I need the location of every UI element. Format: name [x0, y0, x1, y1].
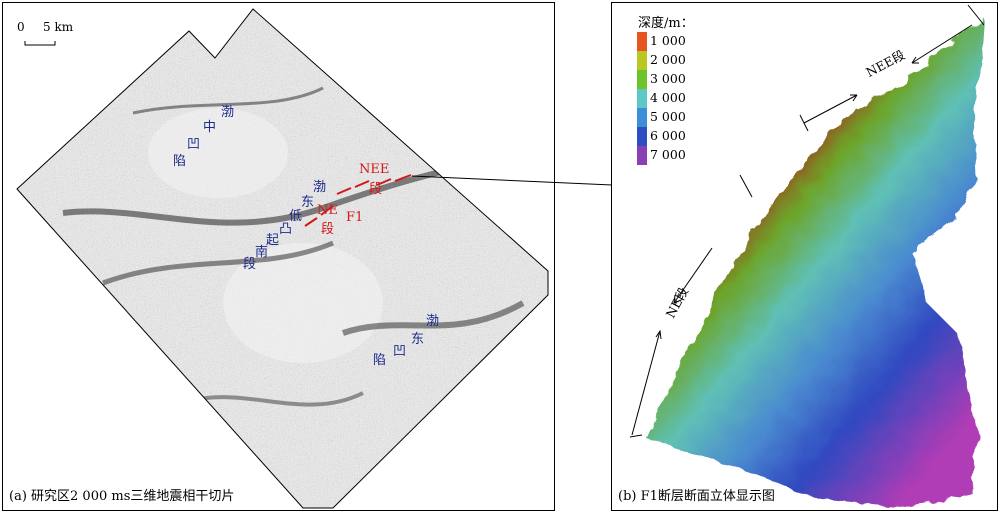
- bozhong-label-2: 中: [203, 120, 217, 135]
- legend-swatch: [637, 32, 647, 51]
- bozhong-label-3: 凹: [187, 137, 201, 152]
- legend-label: 7 000: [650, 147, 686, 162]
- legend-title: 深度/m：: [638, 16, 694, 31]
- legend-label: 2 000: [650, 52, 686, 67]
- legend-swatch: [637, 127, 647, 146]
- fault-3d-surface: [629, 4, 985, 508]
- legend-label: 6 000: [650, 128, 686, 143]
- coherence-slice-map: [16, 8, 549, 509]
- legend-swatch: [637, 70, 647, 89]
- bodong-label-2: 东: [411, 332, 425, 347]
- ridge-label-5: 起: [266, 233, 280, 248]
- legend-swatch: [637, 51, 647, 70]
- bozhong-label-4: 陷: [173, 154, 187, 169]
- scale-zero: 0: [17, 20, 25, 34]
- fault-surface-panel: (b) F1断层断面立体显示图: [611, 2, 998, 511]
- ridge-label-4: 凸: [279, 222, 293, 237]
- legend-label: 4 000: [650, 90, 686, 105]
- legend-label: 5 000: [650, 109, 686, 124]
- scale-bar: [24, 41, 56, 46]
- bodong-label-3: 凹: [393, 344, 407, 359]
- ridge-label-2: 东: [301, 195, 315, 210]
- legend-label: 3 000: [650, 71, 686, 86]
- nee-segment-label: NEE: [359, 162, 390, 177]
- ne-segment-label: NE: [317, 203, 338, 218]
- bozhong-label-1: 渤: [221, 105, 235, 120]
- panel-a-caption: (a) 研究区2 000 ms三维地震相干切片: [9, 489, 235, 504]
- ridge-label-3: 低: [289, 209, 303, 224]
- f1-fault-trace: [304, 174, 412, 227]
- nee-segment-char: 段: [369, 182, 383, 197]
- legend-swatch: [637, 146, 647, 165]
- legend-label: 1 000: [650, 33, 686, 48]
- scale-5km: 5 km: [43, 20, 74, 34]
- panel-b-caption: (b) F1断层断面立体显示图: [618, 489, 775, 504]
- f1-fault-label: F1: [346, 210, 364, 225]
- ridge-label-1: 渤: [313, 180, 327, 195]
- ridge-label-6: 南: [255, 245, 269, 260]
- fault-surface: [647, 19, 985, 508]
- legend-swatch: [637, 89, 647, 108]
- coherence-slice-panel: 0 5 km 渤 中 凹 陷 渤 东 低 凸 起 南 段 NEE 段 NE 段 …: [2, 2, 555, 511]
- ne-segment-char: 段: [321, 222, 335, 237]
- bodong-label-1: 渤: [426, 314, 440, 329]
- bodong-label-4: 陷: [373, 353, 387, 368]
- ridge-label-7: 段: [243, 257, 257, 272]
- legend-swatch: [637, 108, 647, 127]
